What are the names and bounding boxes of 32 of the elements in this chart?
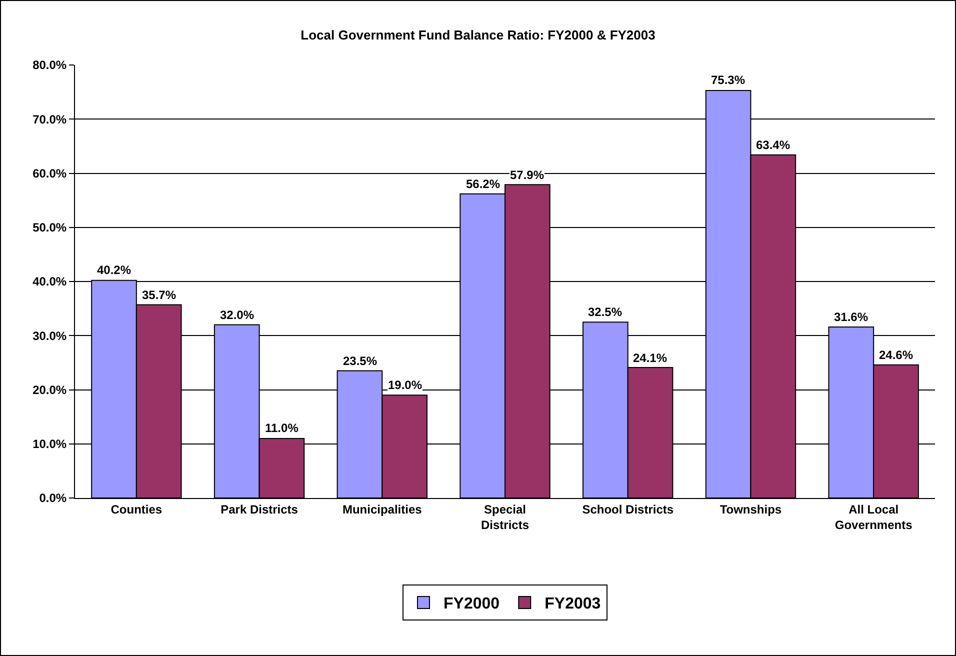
data-label: 40.2% [97, 263, 132, 277]
y-tick-label: 50.0% [32, 220, 67, 235]
data-label: 31.6% [834, 310, 868, 324]
data-label: 19.0% [388, 378, 422, 392]
data-label: 35.7% [142, 288, 176, 302]
data-label: 32.0% [220, 308, 254, 322]
y-tick-label: 10.0% [32, 437, 67, 452]
data-label: 57.9% [510, 168, 544, 182]
data-label: 23.5% [343, 354, 378, 368]
y-tick-label: 0.0% [39, 491, 67, 506]
x-tick-label: School Districts [582, 502, 674, 516]
data-label: 75.3% [711, 73, 746, 87]
y-tick-label: 60.0% [32, 166, 67, 180]
x-tick-label: Municipalities [342, 502, 422, 516]
data-label: 24.6% [879, 348, 914, 362]
x-tick-label: Special Districts [480, 502, 530, 532]
x-tick-label: All Local Governments [834, 502, 913, 532]
data-label: 24.1% [633, 351, 668, 365]
data-label: 63.4% [756, 138, 790, 152]
y-tick-label: 40.0% [32, 274, 67, 289]
x-tick-label: Townships [720, 502, 782, 516]
data-label: 32.5% [588, 305, 622, 319]
y-tick-label: 70.0% [32, 112, 67, 126]
data-label: 56.2% [466, 177, 500, 191]
x-tick-label: Park Districts [220, 502, 298, 516]
y-tick-label: 20.0% [32, 382, 67, 397]
data-label: 11.0% [265, 421, 299, 435]
x-tick-label: Counties [110, 502, 162, 516]
y-tick-label: 80.0% [32, 58, 67, 72]
legend-label: FY2000 [444, 596, 500, 613]
y-tick-label: 30.0% [32, 328, 67, 343]
chart-title: Local Government Fund Balance Ratio: FY2000 & FY2003 [300, 28, 656, 43]
